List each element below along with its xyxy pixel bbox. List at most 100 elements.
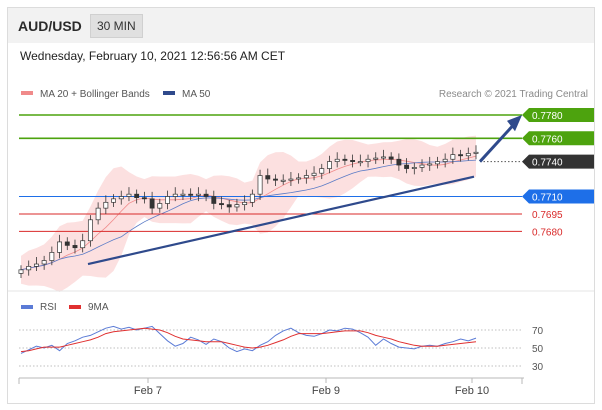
candle bbox=[388, 152, 394, 164]
candle bbox=[450, 147, 456, 164]
level-tags-layer: 0.7780 0.7760 0.7740 0.7710 0.7695 0.7680 bbox=[522, 108, 594, 238]
candle-body bbox=[404, 164, 410, 169]
level-label-4: 0.7695 bbox=[532, 210, 563, 221]
candle bbox=[273, 174, 278, 187]
candle-body bbox=[57, 241, 62, 253]
candle-body bbox=[396, 158, 402, 166]
candle bbox=[473, 145, 479, 160]
candle bbox=[458, 149, 464, 162]
candle-body bbox=[365, 158, 371, 162]
candle bbox=[288, 172, 294, 187]
candle-body bbox=[357, 161, 363, 164]
candle-body bbox=[458, 154, 464, 157]
candle-body bbox=[265, 175, 271, 180]
candle-body bbox=[257, 175, 263, 195]
candle bbox=[203, 189, 209, 202]
x-axis-ticks: Feb 7 Feb 9 Feb 10 bbox=[18, 378, 523, 397]
rsi-level-label-70: 70 bbox=[532, 326, 544, 337]
candle-body bbox=[87, 219, 93, 242]
candle-body bbox=[157, 203, 163, 209]
candle bbox=[165, 190, 170, 210]
candle-body bbox=[242, 201, 248, 205]
candle-body bbox=[26, 266, 32, 271]
copyright-note: Research © 2021 Trading Central bbox=[439, 89, 588, 100]
candle bbox=[141, 191, 147, 204]
level-tag-1 bbox=[522, 131, 594, 146]
rsi-level-label-30: 30 bbox=[532, 362, 544, 373]
candle bbox=[280, 174, 286, 185]
candle-body bbox=[211, 196, 217, 204]
candle bbox=[87, 215, 93, 247]
candle bbox=[26, 260, 32, 276]
candle bbox=[311, 166, 317, 181]
x-tick-label: Feb 9 bbox=[312, 385, 340, 397]
candle bbox=[365, 154, 371, 168]
candle-body bbox=[33, 263, 39, 267]
level-label-3: 0.7710 bbox=[532, 193, 563, 204]
legend-label-ma20: MA 20 + Bollinger Bands bbox=[40, 89, 150, 100]
candle-body bbox=[280, 179, 286, 182]
price-levels-layer bbox=[19, 114, 522, 232]
candle-body bbox=[303, 175, 309, 179]
candle bbox=[41, 255, 47, 270]
level-label-2: 0.7740 bbox=[532, 158, 563, 169]
candle-body bbox=[288, 178, 294, 181]
candle bbox=[427, 156, 433, 171]
candle bbox=[18, 265, 24, 278]
candle bbox=[350, 154, 356, 168]
candle bbox=[118, 190, 124, 205]
candle bbox=[219, 196, 224, 210]
candle-body bbox=[296, 177, 302, 180]
candle bbox=[72, 239, 78, 254]
x-tick-label: Feb 7 bbox=[134, 385, 162, 397]
candle bbox=[64, 237, 70, 251]
legend-label-9ma: 9MA bbox=[88, 302, 109, 313]
candle bbox=[265, 168, 271, 184]
candle bbox=[134, 189, 140, 204]
candle-body bbox=[126, 193, 132, 197]
candle bbox=[195, 187, 201, 202]
candle bbox=[234, 198, 240, 212]
legend-label-ma50: MA 50 bbox=[182, 89, 211, 100]
level-label-5: 0.7680 bbox=[532, 227, 563, 238]
level-tag-0 bbox=[522, 108, 594, 122]
candle bbox=[442, 153, 448, 168]
candle-body bbox=[450, 154, 456, 160]
candle-body bbox=[473, 151, 479, 154]
candle-body bbox=[180, 193, 186, 196]
candle-body bbox=[319, 168, 325, 174]
candle bbox=[103, 195, 109, 214]
candle-body bbox=[95, 207, 101, 221]
candle bbox=[303, 169, 309, 184]
candle bbox=[404, 158, 410, 174]
legend-label-rsi: RSI bbox=[40, 302, 57, 313]
legend-swatch-ma20 bbox=[21, 91, 33, 95]
candle-body bbox=[234, 204, 240, 208]
chart-widget: AUD/USD 30 MIN Wednesday, February 10, 2… bbox=[7, 7, 595, 404]
trendline-layer bbox=[87, 115, 522, 266]
candle-body bbox=[49, 252, 55, 261]
rsi-line bbox=[20, 325, 477, 354]
candle-body bbox=[327, 161, 332, 169]
x-tick-label: Feb 10 bbox=[455, 385, 489, 397]
candle-body bbox=[226, 204, 232, 208]
candle bbox=[373, 152, 379, 164]
candle-body bbox=[18, 269, 24, 274]
candle-body bbox=[388, 156, 394, 160]
candle bbox=[57, 234, 62, 259]
candle bbox=[111, 194, 116, 207]
timeframe-badge[interactable]: 30 MIN bbox=[90, 14, 143, 38]
candle-body bbox=[195, 193, 201, 196]
candle bbox=[419, 159, 425, 173]
rsi-level-label-50: 50 bbox=[532, 344, 544, 355]
candle-body bbox=[188, 193, 194, 196]
candle bbox=[157, 198, 163, 213]
support-trendline bbox=[87, 175, 475, 266]
candle-body bbox=[427, 163, 433, 166]
level-label-0: 0.7780 bbox=[532, 111, 563, 122]
candle-body bbox=[141, 197, 147, 200]
candle bbox=[257, 169, 263, 200]
candle bbox=[80, 233, 86, 253]
header-bar: AUD/USD 30 MIN bbox=[8, 8, 594, 43]
candle-body bbox=[465, 153, 471, 157]
